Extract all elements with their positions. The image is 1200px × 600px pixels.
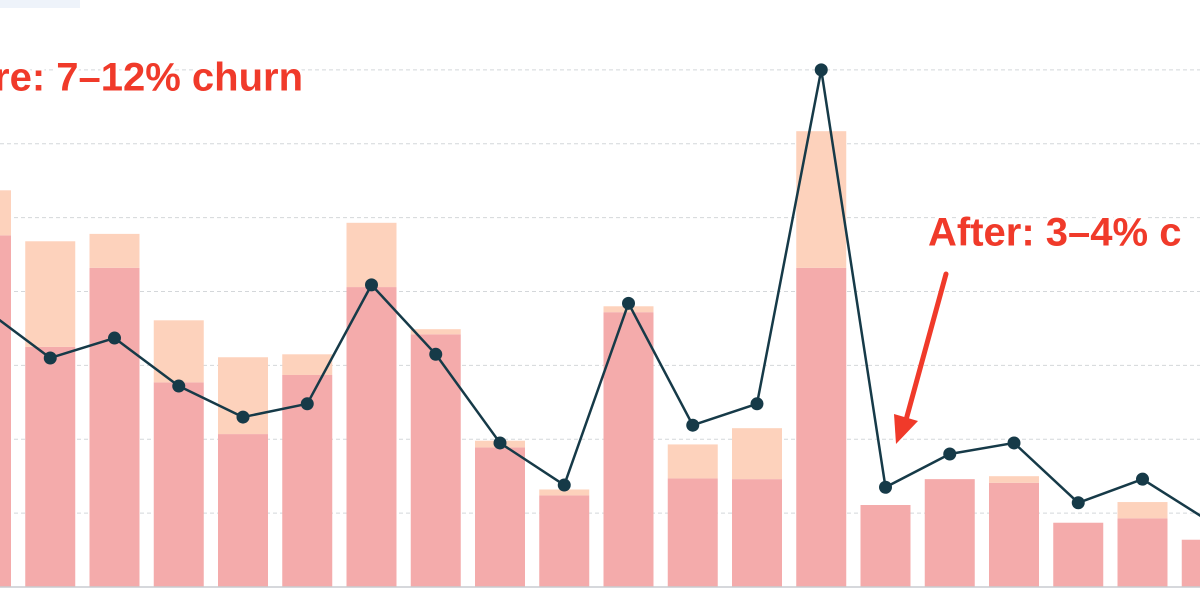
bar [796,131,847,268]
line-marker [429,347,443,361]
line-marker [622,296,635,310]
bar [860,504,911,587]
bar [989,476,1039,483]
bar [732,428,782,480]
annotation: re: 7–12% churn [0,56,303,100]
line-marker [1071,496,1085,510]
bar [153,382,204,587]
bar [1053,522,1104,587]
bar [667,478,718,587]
bar [667,444,718,479]
line-marker [686,418,700,432]
line [0,68,1200,517]
line-marker [943,447,957,461]
bar [89,267,140,587]
annotation: After: 3–4% c [928,211,1181,255]
bar [25,346,76,587]
bar [89,233,140,268]
bar [539,495,590,587]
bar [0,235,11,588]
panel-edge [0,0,80,8]
bar [732,479,782,587]
line-marker [814,63,828,77]
line-marker [557,478,571,492]
bar [924,479,975,587]
bar [989,482,1039,587]
bar [25,241,76,347]
bar [1117,502,1168,519]
bar [410,329,461,335]
line-marker [108,331,121,345]
line-marker [172,379,186,393]
bar [346,222,397,288]
bar [796,267,847,587]
bar [282,354,333,375]
bar [218,434,268,587]
line-marker [300,397,314,411]
line-marker [493,436,507,450]
bar [1117,518,1168,587]
bar [0,190,11,236]
line-marker [1007,436,1021,450]
bar [153,320,204,383]
bar [282,374,333,587]
line-marker [365,278,378,292]
bar [475,447,525,587]
bar [1181,539,1200,587]
line-marker [879,480,892,494]
line-marker [750,397,764,411]
bar [346,287,397,587]
bar [539,489,590,496]
bar [603,312,654,587]
bar [410,334,461,587]
line-marker [1136,472,1149,486]
line-marker [43,351,57,365]
arrow [894,271,949,444]
line-marker [236,410,250,424]
